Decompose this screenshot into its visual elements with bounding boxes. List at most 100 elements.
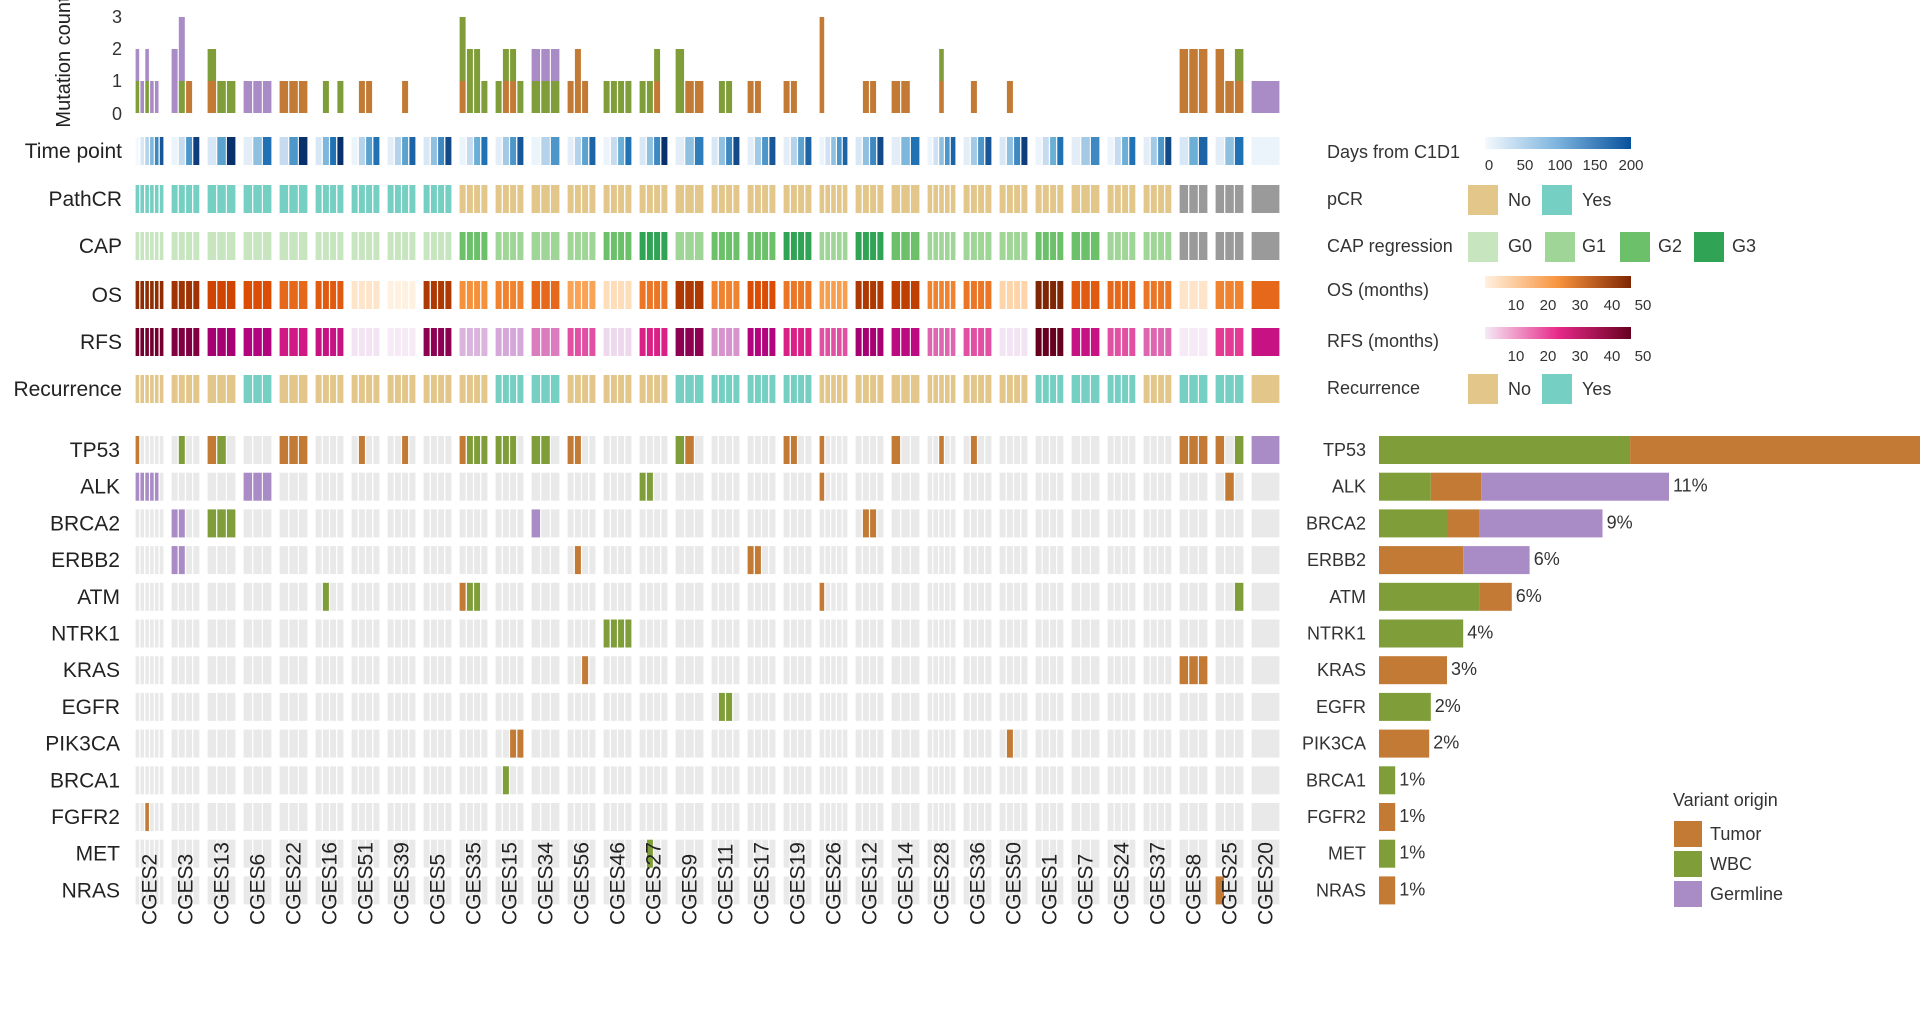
empty-cell (445, 472, 452, 501)
track-cell-rfs (226, 328, 236, 356)
track-cell-pathcr (298, 185, 308, 213)
track-cell-cap (950, 232, 956, 260)
track-cell-recurrence (186, 375, 193, 403)
track-cell-recurrence (1129, 375, 1136, 403)
track-cell-cap (837, 232, 842, 260)
empty-cell (790, 656, 797, 685)
track-cell-cap (402, 232, 409, 260)
empty-cell (754, 692, 761, 721)
empty-cell (618, 876, 625, 905)
empty-cell (1035, 692, 1042, 721)
empty-cell (1251, 839, 1280, 868)
empty-cell (289, 546, 298, 575)
track-cell-pathcr (625, 185, 632, 213)
empty-cell (145, 509, 149, 538)
track-cell-cap (1006, 232, 1013, 260)
empty-cell (798, 582, 805, 611)
track-cell-rfs (445, 328, 452, 356)
empty-cell (517, 509, 524, 538)
empty-cell (1081, 729, 1090, 758)
track-cell-os (337, 281, 344, 309)
track-cell-recurrence (819, 375, 825, 403)
empty-cell (193, 803, 200, 831)
empty-cell (970, 766, 977, 795)
mutation-cell (646, 472, 653, 501)
empty-cell (1057, 509, 1064, 538)
sample-label-cges28: CGES28 (931, 842, 954, 925)
track-cell-timepoint (279, 137, 289, 165)
empty-cell (1057, 619, 1064, 648)
empty-cell (726, 436, 733, 464)
track-cell-timepoint (798, 137, 805, 165)
empty-cell (1114, 619, 1121, 648)
track-cell-timepoint (171, 137, 178, 165)
sample-label-cges14: CGES14 (895, 842, 918, 925)
track-cell-rfs (178, 328, 185, 356)
empty-cell (790, 692, 797, 721)
mutation-count-bar (1225, 81, 1234, 113)
track-cell-recurrence (1189, 375, 1198, 403)
empty-cell (289, 656, 298, 685)
empty-cell (1129, 436, 1136, 464)
mutation-count-bar (145, 81, 149, 113)
track-cell-timepoint (891, 137, 901, 165)
track-cell-cap (567, 232, 574, 260)
track-cell-pathcr (366, 185, 373, 213)
empty-cell (910, 509, 920, 538)
track-cell-cap (711, 232, 718, 260)
mutation-count-bar (603, 81, 610, 113)
empty-cell (140, 582, 144, 611)
track-cell-pathcr (154, 185, 159, 213)
empty-cell (459, 729, 466, 758)
empty-cell (387, 766, 394, 795)
empty-cell (186, 619, 193, 648)
mutation-count-bar (610, 81, 617, 113)
empty-cell (1189, 546, 1198, 575)
empty-cell (502, 509, 509, 538)
empty-cell (567, 472, 574, 501)
empty-cell (438, 619, 445, 648)
mutation-count-bar (694, 81, 704, 113)
empty-cell (939, 546, 944, 575)
mutation-count-bar (495, 81, 502, 113)
empty-cell (1090, 803, 1100, 831)
track-cell-cap (474, 232, 481, 260)
empty-cell (1057, 582, 1064, 611)
empty-cell (1215, 692, 1225, 721)
track-cell-cap (217, 232, 226, 260)
empty-cell (718, 803, 725, 831)
track-cell-cap (226, 232, 236, 260)
legend-days-gradient (1485, 137, 1631, 149)
empty-cell (394, 436, 401, 464)
empty-cell (639, 729, 646, 758)
track-cell-recurrence (603, 375, 610, 403)
track-cell-os (243, 281, 253, 309)
empty-cell (430, 656, 437, 685)
track-cell-recurrence (1107, 375, 1114, 403)
track-cell-recurrence (711, 375, 718, 403)
empty-cell (171, 803, 178, 831)
empty-cell (1021, 803, 1028, 831)
empty-cell (337, 656, 344, 685)
empty-cell (798, 803, 805, 831)
empty-cell (685, 692, 694, 721)
sample-label-cges8: CGES8 (1183, 854, 1206, 925)
track-cell-pathcr (733, 185, 740, 213)
empty-cell (226, 656, 236, 685)
empty-cell (970, 692, 977, 721)
legend-os-tick-1: 20 (1540, 297, 1557, 314)
track-cell-pathcr (685, 185, 694, 213)
empty-cell (373, 656, 380, 685)
empty-cell (466, 692, 473, 721)
empty-cell (298, 582, 308, 611)
mutation-cell (495, 436, 502, 464)
empty-cell (517, 766, 524, 795)
track-cell-pathcr (423, 185, 430, 213)
empty-cell (394, 656, 401, 685)
empty-cell (963, 876, 970, 905)
empty-cell (582, 729, 589, 758)
empty-cell (495, 692, 502, 721)
empty-cell (402, 472, 409, 501)
empty-cell (298, 692, 308, 721)
empty-cell (1035, 876, 1042, 905)
